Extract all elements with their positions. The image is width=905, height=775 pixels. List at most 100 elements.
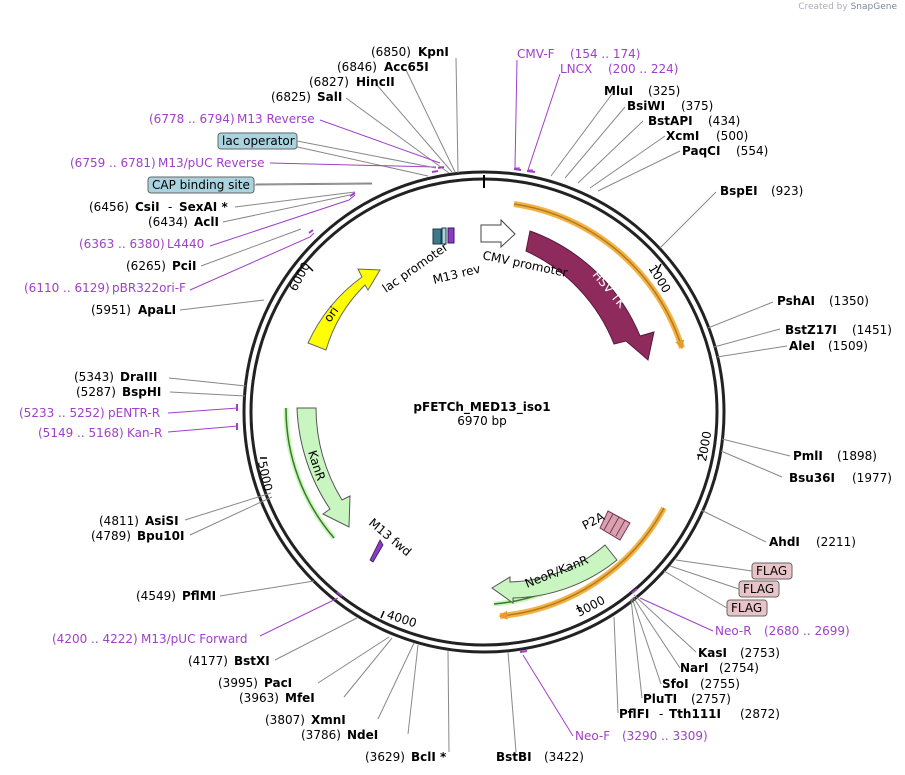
primer-m13-reverse-range: (6778 .. 6794)	[149, 112, 235, 126]
enzyme-bpu10i-pos: (4789)	[91, 529, 131, 543]
box-lac-operator[interactable]: lac operator	[217, 132, 298, 150]
enzyme-nari[interactable]: NarI	[680, 661, 709, 675]
tick-label-5000: 5000	[255, 460, 275, 493]
primer-neo-f-range: (3290 .. 3309)	[622, 729, 708, 743]
primer-neo-f[interactable]: Neo-F	[575, 729, 610, 743]
enzyme-bsiwi[interactable]: BsiWI	[627, 99, 665, 113]
enzyme-sfoi[interactable]: SfoI	[662, 677, 689, 691]
enzyme-pflmi-pos: (4549)	[136, 589, 176, 603]
enzyme-acli[interactable]: AclI	[194, 215, 219, 229]
enzyme-bstbi[interactable]: BstBI	[496, 750, 532, 764]
primer-pbr322ori-f-range: (6110 .. 6129)	[24, 281, 110, 295]
enzyme-tth111i[interactable]: Tth111I	[669, 707, 721, 721]
label-m13-rev: M13 rev	[431, 262, 482, 287]
primer-pentr-r[interactable]: pENTR-R	[108, 406, 160, 420]
feature-lac-promoter[interactable]: lac promoter M13 rev	[380, 227, 482, 295]
enzyme-mlui[interactable]: MluI	[604, 84, 633, 98]
enzyme-pshai[interactable]: PshAI	[777, 294, 815, 308]
enzyme-alei[interactable]: AleI	[789, 339, 815, 353]
enzyme-bsu36i-pos: (1977)	[852, 471, 892, 485]
box-lac-operator-label: lac operator	[222, 134, 295, 148]
primer-m13-reverse[interactable]: M13 Reverse	[237, 112, 315, 126]
primer-lncx-range: (200 .. 224)	[608, 62, 678, 76]
enzyme-bcli[interactable]: BclI *	[411, 750, 447, 764]
tick-label-1000: 1000	[645, 262, 673, 295]
enzyme-draiii[interactable]: DraIII	[120, 370, 157, 384]
enzyme-apali[interactable]: ApaLI	[138, 303, 176, 317]
box-flag-1-label: FLAG	[756, 564, 787, 578]
enzyme-sexai[interactable]: SexAI *	[179, 200, 228, 214]
enzyme-xmni-pos: (3807)	[265, 713, 305, 727]
enzyme-nari-pos: (2754)	[719, 661, 759, 675]
tick-label-4000: 4000	[385, 608, 418, 631]
enzyme-pmli[interactable]: PmlI	[793, 449, 823, 463]
enzyme-bsphi[interactable]: BspHI	[122, 385, 161, 399]
enzyme-pluti[interactable]: PluTI	[643, 692, 677, 706]
enzyme-xcmi[interactable]: XcmI	[666, 129, 699, 143]
enzyme-ndei[interactable]: NdeI	[347, 728, 378, 742]
enzyme-bsu36i[interactable]: Bsu36I	[789, 471, 835, 485]
feature-hsv-tk[interactable]: HSV TK	[525, 230, 655, 361]
enzyme-sali[interactable]: SalI	[317, 90, 342, 104]
feature-p2a[interactable]: P2A	[580, 509, 631, 541]
enzyme-acc65i-pos: (6846)	[337, 60, 377, 74]
enzyme-kpni[interactable]: KpnI	[418, 45, 449, 59]
primer-lncx[interactable]: LNCX	[560, 62, 592, 76]
enzyme-hincii[interactable]: HincII	[356, 75, 395, 89]
enzyme-asisi[interactable]: AsiSI	[145, 514, 179, 528]
enzyme-csii[interactable]: CsiI	[135, 200, 160, 214]
feature-ori[interactable]: ori	[307, 268, 381, 351]
primer-markers	[236, 166, 638, 653]
enzyme-kpni-pos: (6850)	[371, 45, 411, 59]
enzyme-ahdi[interactable]: AhdI	[769, 535, 800, 549]
enzyme-pflmi[interactable]: PflMI	[182, 589, 216, 603]
enzyme-kasi[interactable]: KasI	[698, 646, 727, 660]
snapgene-credit: Created by SnapGene	[798, 2, 897, 12]
enzyme-bstxi-pos: (4177)	[188, 654, 228, 668]
enzyme-alei-pos: (1509)	[828, 339, 868, 353]
tick-label-3000: 3000	[574, 593, 608, 620]
box-flag-1[interactable]: FLAG	[751, 562, 793, 580]
enzyme-bpu10i[interactable]: Bpu10I	[137, 529, 184, 543]
primer-cmv-f[interactable]: CMV-F	[517, 47, 555, 61]
primer-neo-r-range: (2680 .. 2699)	[764, 624, 850, 638]
enzyme-acc65i[interactable]: Acc65I	[384, 60, 429, 74]
enzyme-xmni[interactable]: XmnI	[311, 713, 346, 727]
enzyme-csii-pos: (6456)	[89, 200, 129, 214]
enzyme-acli-pos: (6434)	[148, 215, 188, 229]
enzyme-mfei[interactable]: MfeI	[285, 691, 315, 705]
primer-neo-r[interactable]: Neo-R	[715, 624, 752, 638]
enzyme-bspei-pos: (923)	[771, 184, 803, 198]
enzyme-bsiwi-pos: (375)	[681, 99, 713, 113]
enzyme-bstxi[interactable]: BstXI	[234, 654, 270, 668]
enzyme-ndei-pos: (3786)	[301, 728, 341, 742]
primer-pbr322ori-f[interactable]: pBR322ori-F	[112, 281, 186, 295]
box-cap-label: CAP binding site	[152, 178, 250, 192]
box-flag-2[interactable]: FLAG	[738, 580, 780, 598]
primer-l4440[interactable]: L4440	[167, 237, 204, 251]
enzyme-ahdi-pos: (2211)	[816, 535, 856, 549]
enzyme-leader-lines	[168, 57, 791, 753]
enzyme-xcmi-pos: (500)	[716, 129, 748, 143]
primer-kan-r[interactable]: Kan-R	[127, 426, 162, 440]
label-m13-fwd: M13 fwd	[366, 516, 414, 559]
primer-pentr-r-range: (5233 .. 5252)	[19, 406, 105, 420]
primer-m13puc-forward[interactable]: M13/pUC Forward	[141, 632, 248, 646]
feature-m13-fwd[interactable]: M13 fwd	[366, 516, 414, 563]
enzyme-paci[interactable]: PacI	[264, 676, 292, 690]
primer-l4440-range: (6363 .. 6380)	[79, 237, 165, 251]
enzyme-pcii-pos: (6265)	[126, 259, 166, 273]
enzyme-pmli-pos: (1898)	[837, 449, 877, 463]
enzyme-pcii[interactable]: PciI	[172, 259, 197, 273]
enzyme-bstapi[interactable]: BstAPI	[648, 114, 693, 128]
primer-m13puc-reverse[interactable]: M13/pUC Reverse	[158, 156, 265, 170]
enzyme-bcli-pos: (3629)	[365, 750, 405, 764]
enzyme-bstz17i[interactable]: BstZ17I	[785, 323, 837, 337]
enzyme-bspei[interactable]: BspEI	[720, 184, 758, 198]
enzyme-paqci[interactable]: PaqCI	[682, 144, 720, 158]
feature-kanr[interactable]: KanR	[296, 407, 351, 528]
enzyme-paqci-pos: (554)	[736, 144, 768, 158]
enzyme-pflfi[interactable]: PflFI	[619, 707, 649, 721]
box-flag-3[interactable]: FLAG	[726, 599, 768, 617]
box-cap-binding-site[interactable]: CAP binding site	[147, 176, 255, 194]
